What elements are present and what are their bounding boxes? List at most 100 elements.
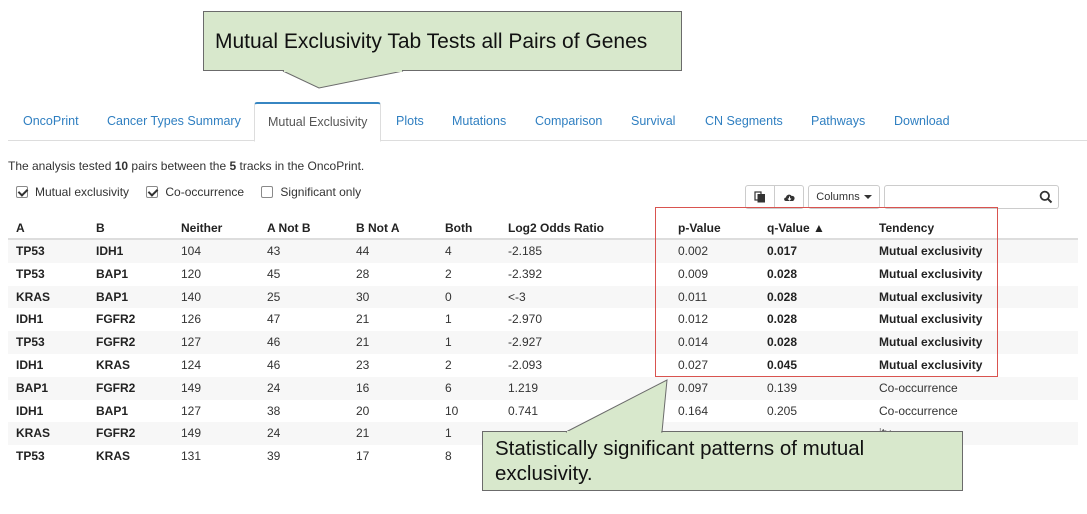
cell-gene-b: FGFR2 <box>96 380 136 395</box>
analysis-summary: The analysis tested 10 pairs between the… <box>8 159 365 173</box>
cell-gene-a: TP53 <box>16 244 45 258</box>
mutual-exclusivity-table: A B Neither A Not B B Not A Both Log2 Od… <box>8 217 1078 468</box>
pairs-count: 10 <box>114 159 129 173</box>
cell-a-not-b: 47 <box>267 312 281 327</box>
cell-gene-a: TP53 <box>16 266 45 281</box>
table-header: A B Neither A Not B B Not A Both Log2 Od… <box>8 217 1078 240</box>
cell-p-value: 0.027 <box>678 357 709 372</box>
cell-a-not-b: 24 <box>267 380 281 395</box>
download-button[interactable] <box>774 185 804 209</box>
tab-download[interactable]: Download <box>894 114 950 128</box>
header-tendency[interactable]: Tendency <box>879 221 935 235</box>
cell-q-value: 0.028 <box>767 289 798 304</box>
cell-gene-a: KRAS <box>16 289 51 304</box>
table-row: TP53 IDH1 104 43 44 4 -2.185 0.002 0.017 Mutual e… <box>8 240 1078 263</box>
cell-both: 0 <box>445 289 452 304</box>
cell-q-value: 0.017 <box>767 244 798 258</box>
cell-p-value: 0.164 <box>678 403 709 418</box>
mutual-exclusivity-checkbox[interactable] <box>16 186 28 198</box>
cell-both: 1 <box>445 312 452 327</box>
columns-label: Columns <box>816 191 860 203</box>
cell-gene-b: BAP1 <box>96 403 129 418</box>
cell-q-value: 0.028 <box>767 335 798 350</box>
cell-b-not-a: 30 <box>356 289 370 304</box>
header-b[interactable]: B <box>96 221 105 235</box>
header-q-value[interactable]: q-Value ▲ <box>767 221 825 235</box>
tab-plots[interactable]: Plots <box>396 114 424 128</box>
cell-b-not-a: 21 <box>356 312 370 327</box>
cell-a-not-b: 25 <box>267 289 281 304</box>
filter-significant-only[interactable]: Significant only <box>261 185 361 199</box>
cell-both: 2 <box>445 357 452 372</box>
cell-neither: 127 <box>181 335 202 350</box>
search-input[interactable] <box>889 186 1034 208</box>
cell-gene-b: FGFR2 <box>96 335 136 350</box>
cell-log2-odds-ratio: -2.927 <box>508 335 543 350</box>
header-neither[interactable]: Neither <box>181 221 223 235</box>
tab-mutations[interactable]: Mutations <box>452 114 507 128</box>
cell-b-not-a: 28 <box>356 266 370 281</box>
cell-b-not-a: 21 <box>356 335 370 350</box>
caret-down-icon <box>863 195 872 199</box>
header-log2-odds-ratio[interactable]: Log2 Odds Ratio <box>508 221 604 235</box>
cell-q-value: 0.028 <box>767 266 798 281</box>
cell-tendency: Mutual exclusivity <box>879 357 983 372</box>
cell-b-not-a: 21 <box>356 426 370 441</box>
cell-both: 10 <box>445 403 459 418</box>
tab-cancer-types-summary[interactable]: Cancer Types Summary <box>107 114 241 128</box>
tab-comparison[interactable]: Comparison <box>535 114 603 128</box>
cell-q-value: 0.028 <box>767 312 798 327</box>
cell-log2-odds-ratio: <-3 <box>508 289 526 304</box>
cell-p-value: 0.002 <box>678 244 709 258</box>
header-both[interactable]: Both <box>445 221 473 235</box>
cell-a-not-b: 46 <box>267 357 281 372</box>
cell-gene-b: BAP1 <box>96 289 129 304</box>
cell-gene-a: KRAS <box>16 426 51 441</box>
cell-tendency: Co-occurrence <box>879 380 958 395</box>
cell-log2-odds-ratio: -2.093 <box>508 357 543 372</box>
tracks-count: 5 <box>229 159 237 173</box>
cell-gene-a: IDH1 <box>16 357 44 372</box>
cell-neither: 140 <box>181 289 202 304</box>
cell-gene-b: FGFR2 <box>96 426 136 441</box>
search-box[interactable] <box>884 185 1059 209</box>
significant-only-checkbox[interactable] <box>261 186 274 198</box>
bottom-callout-text: Statistically significant patterns of mu… <box>495 437 865 485</box>
tab-pathways[interactable]: Pathways <box>811 114 866 128</box>
cell-tendency: Mutual exclusivity <box>879 289 983 304</box>
cell-q-value: 0.139 <box>767 380 798 395</box>
cell-neither: 149 <box>181 380 202 395</box>
cell-b-not-a: 20 <box>356 403 370 418</box>
filter-mutual-exclusivity[interactable]: Mutual exclusivity <box>16 185 129 199</box>
tab-oncoprint[interactable]: OncoPrint <box>23 114 79 128</box>
cell-a-not-b: 24 <box>267 426 281 441</box>
cell-both: 4 <box>445 244 452 258</box>
header-a[interactable]: A <box>16 221 25 235</box>
tab-survival[interactable]: Survival <box>631 114 676 128</box>
header-b-not-a[interactable]: B Not A <box>356 221 400 235</box>
header-p-value[interactable]: p-Value <box>678 221 721 235</box>
columns-dropdown[interactable]: Columns <box>808 185 880 209</box>
cell-p-value: 0.012 <box>678 312 709 327</box>
cell-q-value: 0.045 <box>767 357 798 372</box>
top-callout: Mutual Exclusivity Tab Tests all Pairs o… <box>203 11 682 71</box>
table-row: TP53 KRAS 131 39 17 8 <box>8 445 1078 468</box>
cell-gene-a: TP53 <box>16 335 45 350</box>
cell-gene-b: FGFR2 <box>96 312 136 327</box>
cloud-download-icon <box>783 194 795 201</box>
cell-p-value: 0.014 <box>678 335 709 350</box>
cell-neither: 149 <box>181 426 202 441</box>
copy-button[interactable] <box>745 185 775 209</box>
filter-co-occurrence[interactable]: Co-occurrence <box>146 185 244 199</box>
cell-a-not-b: 45 <box>267 266 281 281</box>
cell-b-not-a: 17 <box>356 449 370 464</box>
header-a-not-b[interactable]: A Not B <box>267 221 311 235</box>
bottom-callout: Statistically significant patterns of mu… <box>482 431 963 491</box>
tab-mutual-exclusivity[interactable]: Mutual Exclusivity <box>254 102 382 142</box>
search-icon[interactable] <box>1039 190 1053 204</box>
tab-cn-segments[interactable]: CN Segments <box>705 114 783 128</box>
co-occurrence-checkbox[interactable] <box>146 186 159 198</box>
cell-b-not-a: 16 <box>356 380 370 395</box>
cell-neither: 126 <box>181 312 202 327</box>
cell-both: 8 <box>445 449 452 464</box>
